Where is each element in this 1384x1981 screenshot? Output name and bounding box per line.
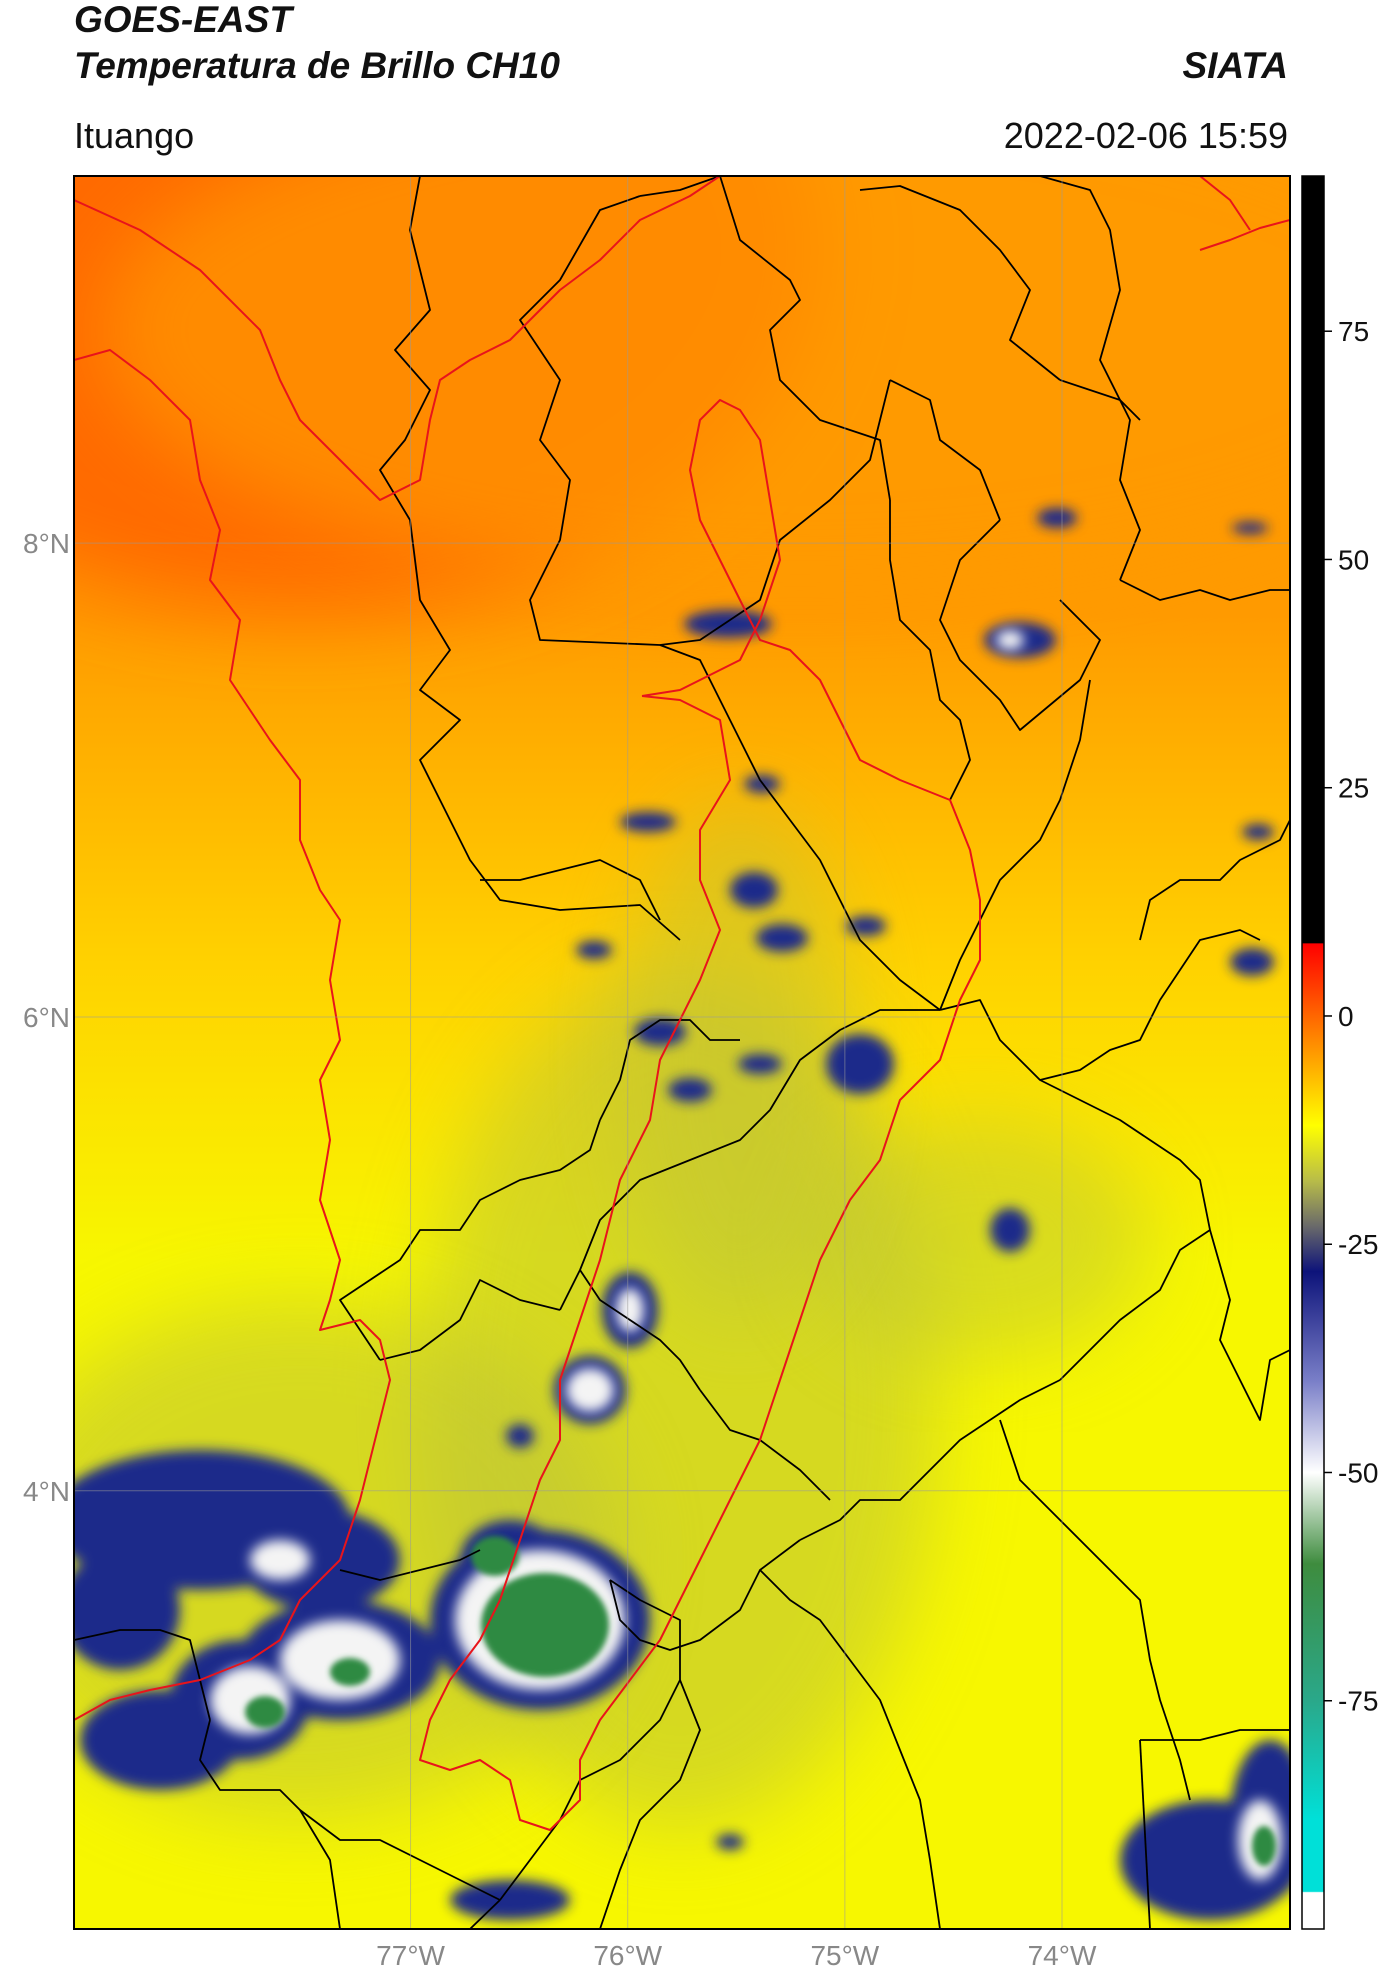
colorbar — [1301, 175, 1325, 1930]
lon-tick-label: 74°W — [1028, 1940, 1097, 1971]
haze-area — [810, 1120, 1150, 1360]
region-label: Ituango — [74, 115, 195, 156]
title-product: Temperatura de Brillo CH10 — [74, 45, 560, 86]
colorbar-tick-label: -25 — [1338, 1229, 1378, 1260]
colorbar-tick-label: 50 — [1338, 544, 1369, 575]
latitude-labels: 8°N 6°N 4°N — [23, 528, 70, 1507]
longitude-labels: 77°W 76°W 75°W 74°W — [376, 1940, 1097, 1971]
lat-tick-label: 4°N — [23, 1476, 70, 1507]
lon-tick-label: 75°W — [810, 1940, 879, 1971]
colorbar-tick-label: 25 — [1338, 773, 1369, 804]
lat-tick-label: 8°N — [23, 528, 70, 559]
lon-tick-label: 76°W — [593, 1940, 662, 1971]
datetime-label: 2022-02-06 15:59 — [1003, 115, 1288, 156]
warm-area — [100, 176, 1290, 590]
temperature-field — [74, 176, 1290, 1929]
colorbar-tick-label: 75 — [1338, 316, 1369, 347]
brand-label: SIATA — [1182, 45, 1288, 86]
colorbar-ticks: 75 50 25 0 -25 -50 -75 — [1324, 316, 1378, 1717]
colorbar-tick-label: 0 — [1338, 1001, 1354, 1032]
title-satellite: GOES-EAST — [74, 0, 292, 40]
lat-tick-label: 6°N — [23, 1002, 70, 1033]
coldest-cloud-tops — [245, 1536, 1276, 1866]
colorbar-tick-label: -75 — [1338, 1686, 1378, 1717]
department-borders — [74, 176, 1290, 1929]
colorbar-tick-label: -50 — [1338, 1457, 1378, 1488]
gridlines — [74, 176, 1290, 1929]
lon-tick-label: 77°W — [376, 1940, 445, 1971]
map-frame — [73, 175, 1291, 1930]
